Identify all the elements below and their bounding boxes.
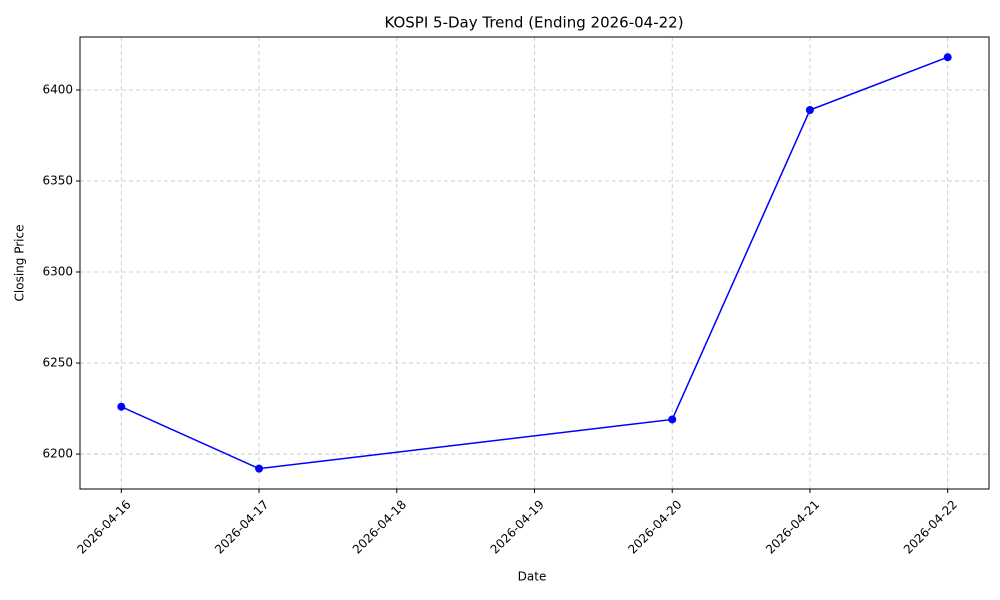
y-tick-label: 6350 — [42, 173, 73, 187]
point — [805, 105, 814, 114]
point — [117, 402, 126, 411]
x-axis-label: Date — [518, 570, 547, 584]
y-tick-label: 6300 — [42, 265, 73, 279]
x-tick-label: 2026-04-21 — [763, 497, 822, 556]
x-tick-label: 2026-04-19 — [488, 497, 547, 556]
x-tick-label: 2026-04-17 — [212, 497, 271, 556]
x-tick-label: 2026-04-18 — [350, 497, 409, 556]
point — [943, 53, 952, 62]
point — [668, 415, 677, 424]
point — [255, 464, 264, 473]
x-tick-label: 2026-04-20 — [625, 497, 684, 556]
y-axis-label: Closing Price — [13, 225, 27, 302]
chart-title: KOSPI 5-Day Trend (Ending 2026-04-22) — [384, 14, 683, 32]
y-tick-label: 6250 — [42, 356, 73, 370]
y-tick-label: 6400 — [42, 82, 73, 96]
y-tick-label: 6200 — [42, 447, 73, 461]
x-tick-label: 2026-04-22 — [901, 497, 960, 556]
x-tick-label: 2026-04-16 — [74, 497, 133, 556]
plot-frame — [79, 36, 990, 490]
